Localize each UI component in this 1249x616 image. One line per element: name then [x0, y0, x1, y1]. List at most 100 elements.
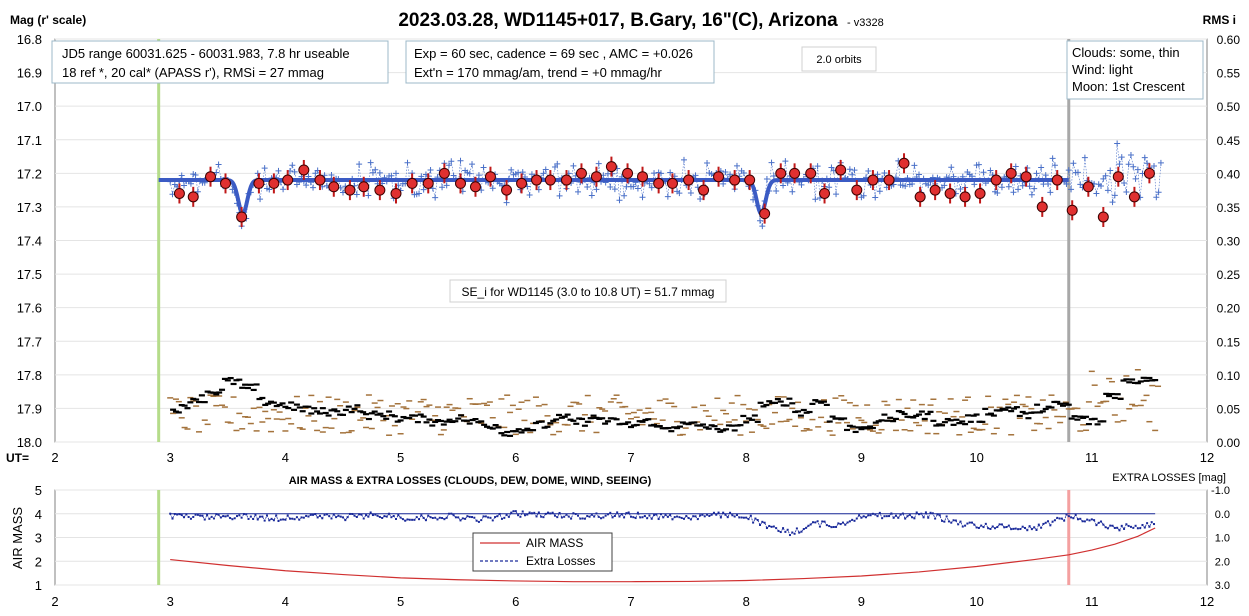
raw-data-point	[1100, 175, 1107, 182]
extra-losses-point	[770, 525, 773, 528]
extra-losses-point	[369, 511, 372, 514]
extra-losses-point	[696, 518, 699, 521]
extra-losses-point	[418, 518, 421, 521]
extra-losses-point	[701, 513, 704, 516]
extra-losses-point	[411, 518, 414, 521]
extra-losses-point	[252, 518, 255, 521]
extra-losses-point	[821, 520, 824, 523]
extra-losses-point	[918, 513, 920, 516]
extra-losses-point	[646, 517, 649, 520]
bottom-x-tick-label: 2	[51, 594, 58, 609]
extra-losses-point	[282, 518, 285, 521]
extra-losses-point	[1125, 523, 1128, 526]
raw-data-point	[1051, 162, 1058, 169]
raw-data-point	[275, 167, 282, 174]
y-tick-label: 17.8	[17, 368, 42, 383]
extra-losses-point	[542, 516, 545, 519]
extra-losses-point	[553, 514, 556, 517]
raw-data-point	[757, 217, 764, 224]
extra-losses-point	[185, 513, 188, 516]
extra-losses-point	[180, 514, 183, 517]
raw-data-point	[450, 172, 457, 179]
extra-losses-point	[945, 515, 948, 518]
extra-losses-point	[1079, 517, 1082, 520]
extra-losses-point	[837, 522, 840, 525]
binned-point	[298, 164, 310, 176]
extra-losses-point	[222, 515, 225, 518]
extra-losses-point	[339, 515, 342, 518]
weather-line-2: Wind: light	[1072, 62, 1133, 77]
bottom-y2-tick-label: 3.0	[1215, 580, 1230, 592]
binned-point	[173, 187, 185, 199]
extra-losses-point	[1026, 529, 1029, 532]
extra-losses-point	[784, 530, 787, 533]
extra-losses-point	[256, 518, 259, 521]
binned-point	[590, 171, 602, 183]
extra-losses-point	[1042, 522, 1045, 525]
extra-losses-point	[931, 512, 934, 515]
extra-losses-point	[1095, 524, 1098, 527]
y2-tick-label: 0.30	[1217, 235, 1241, 249]
extra-losses-point	[828, 525, 831, 528]
extra-losses-point	[888, 515, 891, 518]
exposure-line-2: Ext'n = 170 mmag/am, trend = +0 mmag/hr	[414, 65, 662, 80]
extra-losses-point	[236, 515, 239, 518]
y2-tick-label: 0.50	[1217, 100, 1241, 114]
extra-losses-point	[911, 516, 914, 519]
extra-losses-point	[1049, 524, 1052, 527]
extra-losses-point	[526, 513, 529, 516]
extra-losses-point	[408, 518, 411, 521]
extra-losses-point	[929, 511, 932, 514]
extra-losses-point	[427, 514, 430, 517]
extra-losses-point	[279, 518, 282, 521]
binned-point	[187, 191, 199, 203]
extra-losses-point	[388, 512, 391, 515]
raw-data-point	[1121, 179, 1128, 186]
extra-losses-point	[383, 515, 386, 518]
extra-losses-point	[318, 514, 321, 517]
extra-losses-point	[226, 514, 229, 517]
left-axis-label: Mag (r' scale)	[10, 13, 86, 27]
raw-data-point	[911, 162, 918, 169]
extra-losses-point	[685, 515, 688, 518]
binned-point	[805, 167, 817, 179]
raw-data-point	[388, 172, 395, 179]
raw-data-point	[181, 182, 188, 189]
binned-point	[544, 174, 556, 186]
bottom-x-tick-label: 8	[743, 594, 750, 609]
extra-losses-point	[643, 515, 646, 518]
raw-data-point	[1028, 191, 1035, 198]
x-tick-label: 8	[743, 450, 750, 465]
binned-point	[605, 161, 617, 173]
extra-losses-point	[487, 516, 490, 519]
raw-data-point	[621, 192, 628, 199]
raw-data-point	[687, 190, 694, 197]
y-tick-label: 17.1	[17, 133, 42, 148]
binned-point	[575, 167, 587, 179]
raw-data-point	[998, 184, 1005, 191]
raw-data-point	[1116, 161, 1123, 168]
raw-data-point	[634, 185, 641, 192]
model-line	[158, 178, 1069, 217]
extra-losses-point	[871, 512, 874, 515]
extra-losses-point	[964, 524, 967, 527]
extra-losses-point	[510, 511, 513, 514]
y2-tick-label: 0.20	[1217, 302, 1241, 316]
extra-losses-point	[540, 515, 543, 518]
extra-losses-point	[752, 521, 755, 524]
raw-data-point	[291, 168, 298, 175]
extra-losses-point	[498, 512, 501, 515]
extra-losses-point	[201, 514, 204, 517]
extra-losses-point	[558, 511, 561, 514]
binned-point	[729, 174, 741, 186]
extra-losses-point	[747, 518, 750, 521]
raw-data-point	[768, 159, 775, 166]
raw-data-point	[1070, 160, 1077, 167]
extra-losses-point	[348, 512, 351, 515]
extra-losses-point	[800, 530, 803, 533]
raw-data-point	[833, 191, 840, 198]
raw-data-point	[213, 169, 220, 176]
extra-losses-point	[1116, 526, 1119, 529]
extra-losses-point	[862, 515, 865, 518]
